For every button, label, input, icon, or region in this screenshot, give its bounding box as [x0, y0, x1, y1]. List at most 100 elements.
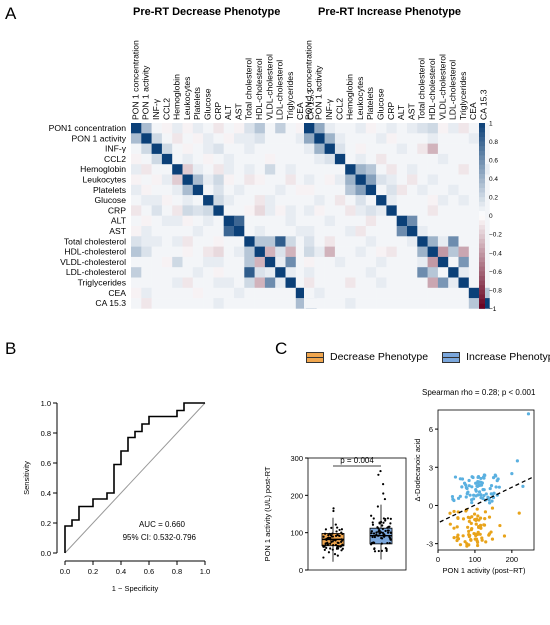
heatmap-column-label: PON 1 concentration	[130, 40, 140, 120]
scatter-point	[452, 536, 456, 540]
scatter-point	[468, 493, 472, 497]
heatmap-cell	[141, 195, 152, 206]
boxplot-point	[328, 532, 331, 535]
boxplot-point	[388, 541, 391, 545]
heatmap-cell	[192, 205, 204, 216]
scatter-point	[490, 506, 495, 510]
scatter-point	[448, 522, 452, 526]
heatmap-cell	[244, 215, 255, 227]
heatmap-cell	[295, 143, 307, 155]
heatmap-cell	[131, 195, 142, 206]
scatter-point	[470, 500, 474, 505]
heatmap-row-label: HDL-cholesterol	[64, 247, 126, 257]
heatmap-cell	[151, 215, 163, 227]
heatmap-cell	[285, 153, 297, 165]
heatmap-cell	[192, 215, 204, 227]
heatmap-cell	[437, 174, 449, 186]
heatmap-cell	[182, 267, 194, 278]
scatter-point	[467, 532, 471, 537]
heatmap-cell	[345, 153, 356, 165]
heatmap-cell	[275, 267, 286, 278]
heatmap-cell	[407, 256, 418, 268]
heatmap-cell	[324, 184, 336, 196]
heatmap-cell	[244, 236, 255, 247]
heatmap-cell	[203, 164, 214, 175]
heatmap-cell	[203, 277, 214, 289]
boxplot-point	[388, 525, 391, 528]
heatmap-cell	[223, 226, 235, 237]
heatmap-cell	[172, 215, 183, 227]
heatmap-cell	[213, 164, 224, 175]
heatmap-cell	[275, 277, 286, 289]
colorbar-segment	[479, 197, 485, 203]
heatmap-cell	[396, 184, 408, 196]
heatmap-cell	[151, 153, 163, 165]
boxplot-point	[381, 527, 384, 531]
colorbar-segment	[479, 248, 485, 254]
boxplot-point	[322, 545, 325, 548]
heatmap-cell	[427, 164, 439, 175]
heatmap-cell	[468, 287, 480, 299]
heatmap-cell	[376, 205, 387, 216]
heatmap-cell	[334, 143, 346, 155]
heatmap-row-label: Leukocytes	[83, 175, 126, 185]
scatter-point	[458, 477, 462, 481]
heatmap-cell	[244, 267, 255, 278]
heatmap-cell	[141, 123, 152, 134]
heatmap-cell	[275, 205, 286, 216]
boxplot-outlier	[332, 509, 335, 513]
roc-x-axis-label: 1 − Specificity	[112, 584, 159, 593]
boxplot-point	[373, 550, 377, 553]
heatmap-cell	[223, 133, 235, 144]
heatmap-cell	[468, 184, 480, 196]
boxplot-outlier	[382, 483, 385, 486]
boxplot-point	[339, 544, 343, 548]
heatmap-cell	[458, 236, 470, 247]
roc-x-tick-label: 0.0	[60, 567, 70, 576]
heatmap-cell	[182, 256, 194, 268]
heatmap-cell	[324, 205, 336, 216]
heatmap-cell	[182, 215, 194, 227]
heatmap-cell	[264, 205, 276, 216]
heatmap-cell	[285, 287, 297, 299]
scatter-y-tick-label: 6	[429, 425, 433, 434]
heatmap-cell	[192, 174, 204, 186]
heatmap-cell	[376, 298, 387, 309]
scatter-point	[455, 535, 459, 539]
heatmap-cell	[295, 246, 307, 258]
heatmap-row-label: INF-γ	[105, 144, 127, 154]
boxplot-point	[387, 529, 390, 532]
scatter-point	[473, 537, 477, 541]
heatmap-cell	[376, 174, 387, 186]
heatmap-cell	[468, 164, 480, 175]
heatmap-cell	[407, 277, 418, 289]
heatmap-cell	[314, 298, 325, 309]
boxplot-point	[375, 533, 378, 536]
scatter-point	[477, 480, 482, 484]
roc-y-tick-label: 0.8	[41, 429, 51, 438]
heatmap-column-label: CA 15.3	[306, 89, 316, 120]
heatmap-cell	[304, 267, 315, 278]
heatmap-cell	[458, 195, 470, 206]
heatmap-cell	[131, 226, 142, 237]
heatmap-cell	[304, 236, 315, 247]
heatmap-cell	[264, 153, 276, 165]
heatmap-cell	[355, 267, 367, 278]
scatter-point	[452, 509, 456, 514]
heatmap-cell	[213, 174, 224, 186]
heatmap-cell	[244, 246, 255, 258]
heatmap-cell	[234, 256, 245, 268]
heatmap-cell	[386, 174, 397, 186]
heatmap-cell	[324, 123, 336, 134]
boxplot-point	[330, 526, 333, 529]
boxplot-point	[376, 526, 379, 529]
boxplot-point	[329, 538, 332, 541]
heatmap-cell	[334, 287, 346, 299]
heatmap-cell	[182, 174, 194, 186]
scatter-point	[497, 485, 501, 489]
boxplot-point	[380, 536, 383, 540]
heatmap-cell	[355, 236, 367, 247]
heatmap-cell	[234, 287, 245, 299]
heatmap-cell	[254, 256, 266, 268]
